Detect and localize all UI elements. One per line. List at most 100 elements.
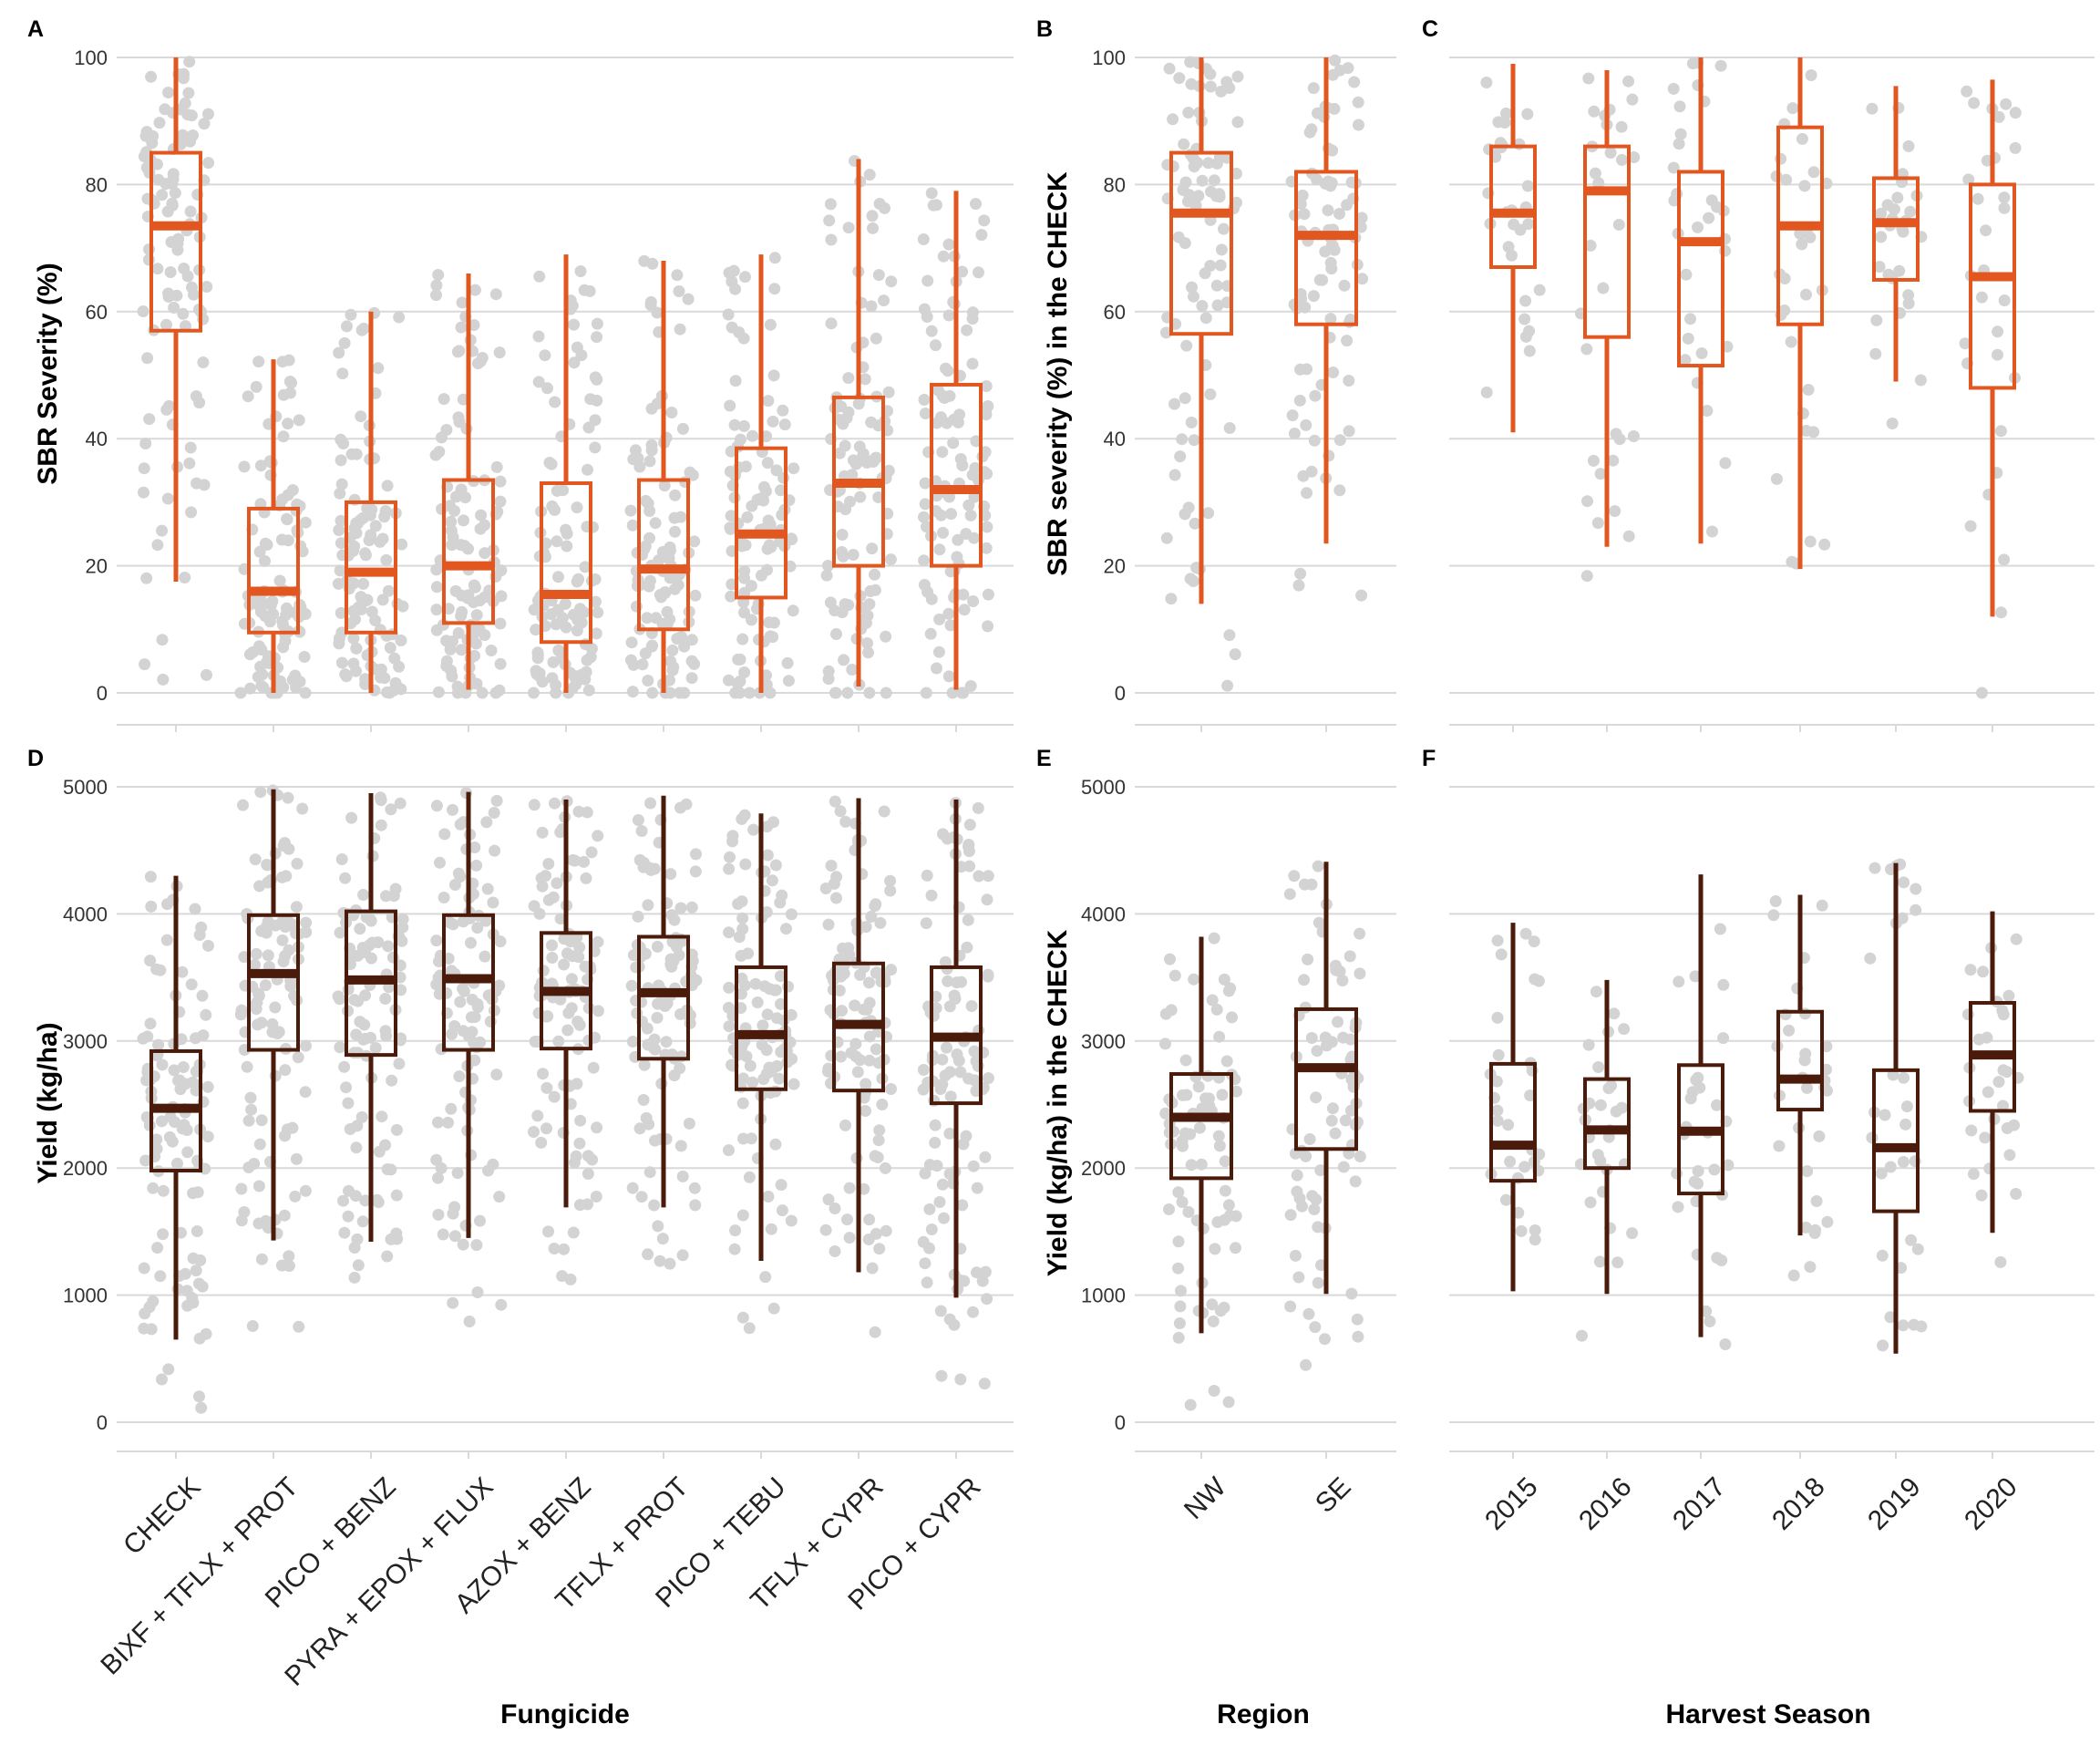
data-point <box>162 87 175 98</box>
data-point <box>946 687 959 699</box>
data-point <box>282 418 294 430</box>
data-point <box>1787 1269 1800 1282</box>
data-point <box>546 952 559 964</box>
data-point <box>645 402 658 415</box>
data-point <box>1192 1080 1205 1093</box>
data-point <box>780 923 792 935</box>
panel-label-a: A <box>27 16 44 42</box>
data-point <box>967 1160 980 1172</box>
data-point <box>259 979 272 992</box>
data-point <box>281 513 293 526</box>
data-point <box>289 1190 302 1203</box>
box-group-1 <box>1575 69 1641 583</box>
data-point <box>1521 180 1534 192</box>
box <box>1872 1068 1920 1213</box>
data-point <box>339 872 352 884</box>
data-point <box>1165 1004 1178 1017</box>
data-point <box>1962 173 1975 186</box>
data-point <box>781 656 794 669</box>
data-point <box>1783 1024 1796 1037</box>
data-point <box>1587 454 1600 467</box>
data-point <box>1992 110 2005 123</box>
data-point <box>1354 1151 1366 1162</box>
data-point <box>1308 1203 1321 1215</box>
box <box>637 478 690 632</box>
data-point <box>184 205 197 218</box>
data-point <box>734 687 746 699</box>
data-point <box>933 613 946 625</box>
data-point <box>487 1158 499 1171</box>
box-group-2 <box>1667 57 1734 544</box>
data-point <box>1319 245 1332 258</box>
data-point <box>333 637 345 650</box>
y-tick-label: 4000 <box>1081 903 1126 925</box>
data-point <box>1333 965 1346 977</box>
data-point <box>1302 953 1314 965</box>
data-point <box>574 265 587 277</box>
data-point <box>839 598 851 611</box>
data-point <box>186 281 198 294</box>
data-point <box>1351 1313 1364 1326</box>
data-point <box>749 977 762 990</box>
data-point <box>430 934 443 947</box>
data-point <box>293 676 306 688</box>
data-point <box>1680 268 1693 281</box>
data-point <box>1965 1124 1978 1137</box>
data-point <box>1332 1016 1344 1028</box>
data-point <box>971 1266 983 1279</box>
data-point <box>869 1326 881 1338</box>
data-point <box>733 931 746 944</box>
data-point <box>1341 199 1354 212</box>
data-point <box>183 56 196 68</box>
data-point <box>443 500 456 512</box>
data-point <box>263 615 276 628</box>
data-point <box>592 1005 604 1017</box>
data-point <box>656 1233 669 1245</box>
data-point <box>438 828 451 841</box>
data-point <box>382 940 395 953</box>
data-point <box>1298 878 1311 891</box>
data-point <box>674 801 686 814</box>
panel-d: D 0 1000 2000 3000 4000 5000 Yield (kg/ha) CHECK… <box>27 746 1014 1692</box>
data-point <box>1799 1221 1812 1234</box>
data-point <box>1705 194 1718 207</box>
data-point <box>458 514 469 527</box>
y-tick-label: 3000 <box>63 1030 108 1053</box>
data-point <box>917 1083 930 1096</box>
data-point <box>558 1243 571 1255</box>
data-point <box>1184 1399 1197 1411</box>
data-point <box>941 1041 952 1054</box>
panel-label-e: E <box>1036 746 1052 771</box>
data-point <box>685 672 698 685</box>
y-tick-label: 0 <box>97 1411 108 1434</box>
panel-b: B 0 20 40 60 80 100 SBR severity (%) in the CHE… <box>1036 16 1396 732</box>
data-point <box>168 302 180 314</box>
data-point <box>1187 575 1199 587</box>
data-point <box>249 958 261 971</box>
box <box>1583 1077 1631 1171</box>
data-point <box>656 545 669 558</box>
data-point <box>723 981 736 994</box>
data-point <box>144 1017 157 1030</box>
box <box>1489 144 1537 270</box>
data-point <box>953 408 966 421</box>
data-point <box>738 606 750 619</box>
data-point <box>932 645 945 658</box>
data-point <box>250 1003 262 1016</box>
data-point <box>764 630 777 643</box>
data-point <box>858 1091 870 1104</box>
data-point <box>139 658 151 671</box>
data-point <box>168 1064 180 1077</box>
data-point <box>1188 973 1200 986</box>
data-point <box>785 1214 798 1227</box>
data-point <box>1964 520 1977 532</box>
x-tick-label: SE <box>1310 1471 1357 1519</box>
data-point <box>359 673 372 686</box>
data-point <box>782 980 794 993</box>
data-point <box>1869 347 1882 360</box>
data-point <box>1196 300 1209 312</box>
data-point <box>1770 472 1783 485</box>
data-point <box>1329 54 1342 67</box>
data-point <box>962 499 975 511</box>
data-point <box>1875 231 1888 243</box>
